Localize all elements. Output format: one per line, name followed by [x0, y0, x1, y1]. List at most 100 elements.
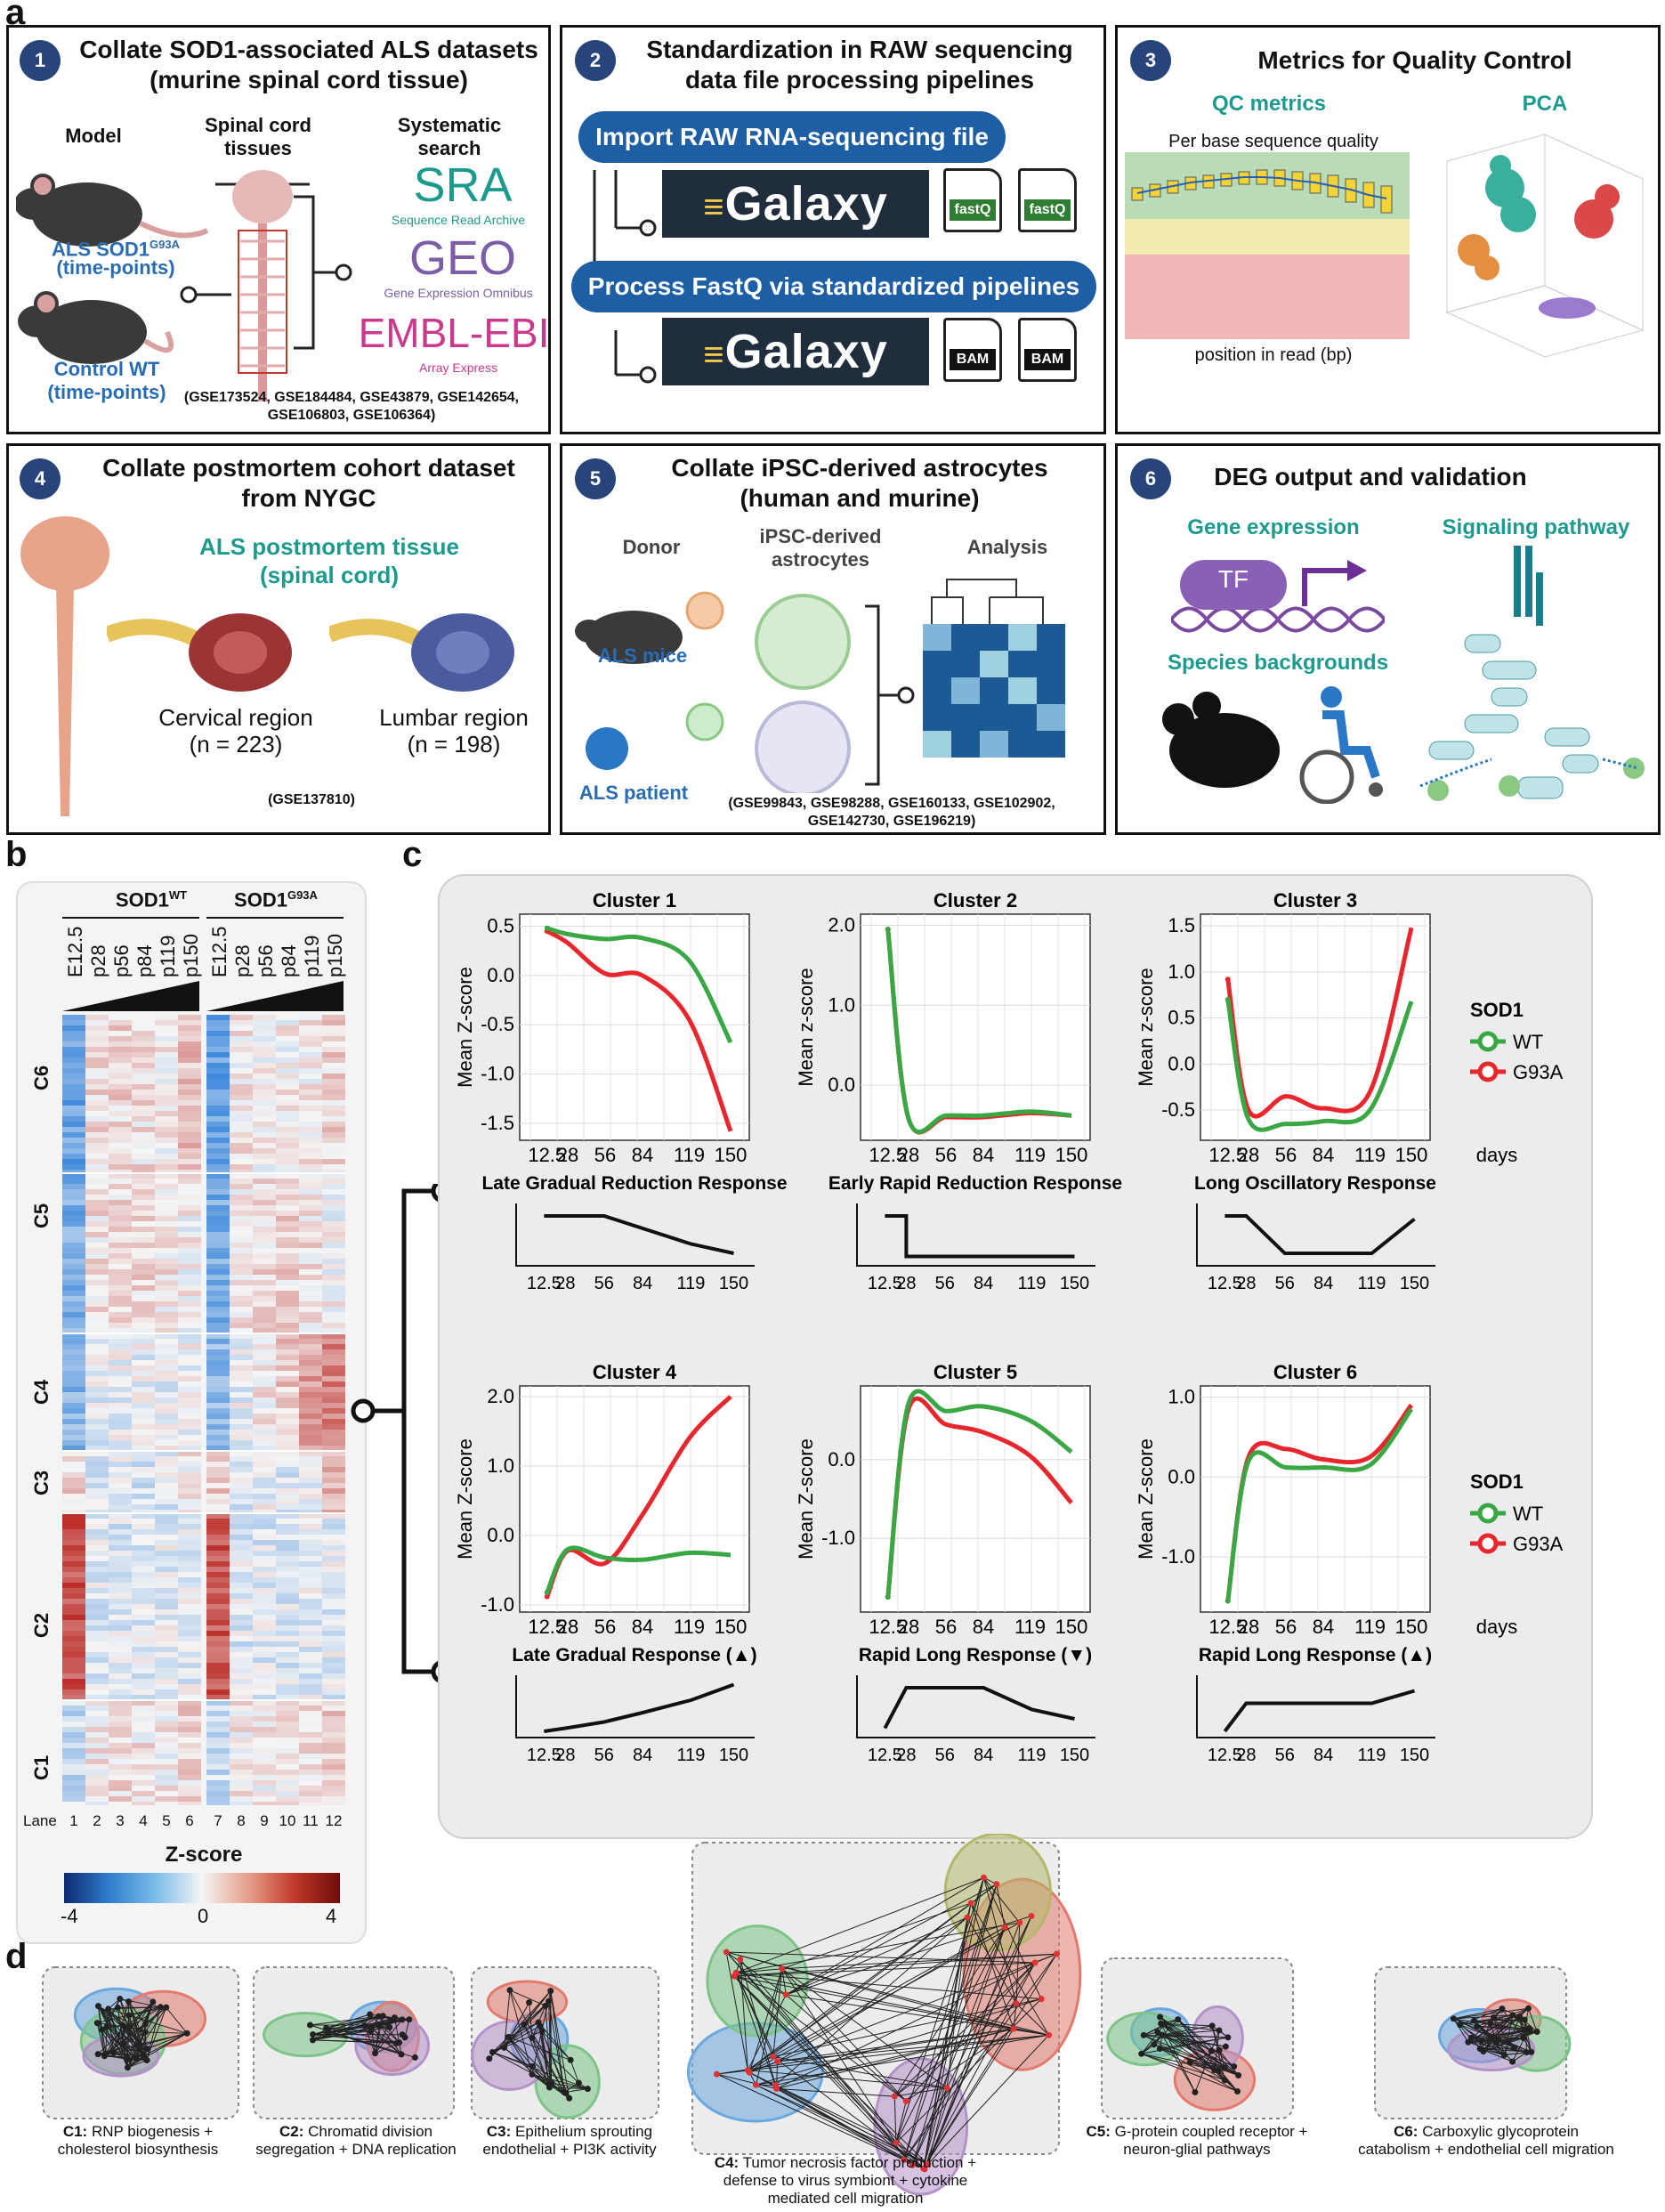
- heatmap-cell: [155, 1392, 178, 1398]
- heatmap-cell: [109, 1365, 132, 1371]
- heatmap-cell: [322, 1138, 345, 1143]
- heatmap-cell: [62, 1173, 85, 1179]
- lane-number: 9: [260, 1812, 269, 1829]
- heatmap-cell: [109, 1296, 132, 1301]
- heatmap-cell: [85, 1122, 109, 1127]
- box-postmortem: 4 Collate postmortem cohort dataset from…: [6, 443, 551, 835]
- heatmap-cell: [155, 1063, 178, 1068]
- network-edge: [1493, 2017, 1505, 2055]
- heatmap-cell: [322, 1483, 345, 1488]
- heatmap-cell: [132, 1344, 155, 1349]
- heatmap-cell: [322, 1333, 345, 1339]
- heatmap-cell: [299, 1211, 322, 1216]
- network-edge: [923, 1962, 1036, 2169]
- heatmap-cell: [253, 1540, 276, 1545]
- heatmap-cell: [155, 1057, 178, 1063]
- heatmap-cell: [299, 1572, 322, 1577]
- heatmap-cell: [206, 1179, 230, 1184]
- heatmap-cell: [132, 1122, 155, 1127]
- heatmap-cell: [253, 1504, 276, 1510]
- heatmap-cell: [253, 1339, 276, 1344]
- heatmap-cell: [62, 1275, 85, 1280]
- heatmap-cell: [276, 1732, 299, 1738]
- heatmap-cell: [109, 1609, 132, 1615]
- network-node: [1499, 2005, 1506, 2013]
- heatmap-cell: [178, 1663, 201, 1668]
- heatmap-cell: [85, 1057, 109, 1063]
- network-caption-id: C3:: [486, 2123, 512, 2140]
- response-axes: [1196, 1203, 1435, 1267]
- heatmap-cell: [299, 1684, 322, 1689]
- heatmap-cell: [230, 1770, 253, 1775]
- heatmap-cell: [206, 1764, 230, 1770]
- heatmap-cell: [299, 1079, 322, 1084]
- heatmap-cell: [206, 1291, 230, 1296]
- heatmap-cell: [206, 1802, 230, 1805]
- x-tick-label: 119: [1354, 1616, 1386, 1638]
- network-edge: [492, 2051, 533, 2067]
- heatmap-cell: [206, 1280, 230, 1285]
- network-node: [367, 2011, 374, 2018]
- heatmap-cell: [206, 1195, 230, 1200]
- heatmap-cell: [62, 1154, 85, 1159]
- heatmap-cell: [155, 1403, 178, 1408]
- heatmap-cell: [132, 1716, 155, 1722]
- heatmap-cell: [132, 1673, 155, 1679]
- network-edge: [1160, 2022, 1213, 2027]
- heatmap-cell: [155, 1387, 178, 1392]
- heatmap-cell: [299, 1349, 322, 1355]
- plot-area: [519, 1385, 750, 1613]
- heatmap-cell: [132, 1440, 155, 1446]
- heatmap-cell: [85, 1173, 109, 1179]
- heatmap-cell: [299, 1408, 322, 1414]
- heatmap-cell: [109, 1494, 132, 1499]
- heatmap-cell: [85, 1668, 109, 1673]
- network-edge: [1453, 2007, 1529, 2020]
- heatmap-cell: [206, 1025, 230, 1031]
- heatmap-header-mut: SOD1G93A: [234, 888, 318, 912]
- heatmap-cell: [299, 1301, 322, 1307]
- heatmap-cell: [276, 1748, 299, 1754]
- heatmap-cell: [206, 1668, 230, 1673]
- heatmap-cell: [253, 1264, 276, 1269]
- network-node: [1516, 2013, 1524, 2021]
- y-tick-label: 1.5: [1168, 914, 1195, 936]
- network-edge: [923, 1917, 968, 2169]
- network-node: [140, 2053, 147, 2060]
- heatmap-cell: [62, 1535, 85, 1540]
- heatmap-cell: [109, 1430, 132, 1435]
- heatmap-cell: [62, 1243, 85, 1248]
- heatmap-cell: [322, 1269, 345, 1275]
- heatmap-cell: [276, 1727, 299, 1732]
- heatmap-cell: [276, 1221, 299, 1227]
- heatmap-cell: [155, 1684, 178, 1689]
- heatmap-cell: [85, 1625, 109, 1631]
- heatmap-cell: [155, 1775, 178, 1780]
- heatmap-cell: [206, 1625, 230, 1631]
- heatmap-cell: [276, 1770, 299, 1775]
- network-edge: [1015, 2003, 1049, 2036]
- network-edge: [716, 2028, 1014, 2075]
- heatmap-cell: [322, 1652, 345, 1657]
- heatmap-cell: [109, 1398, 132, 1403]
- heatmap-cell: [178, 1248, 201, 1253]
- heatmap-cell: [322, 1770, 345, 1775]
- heatmap-cell: [109, 1551, 132, 1556]
- heatmap-cell: [178, 1494, 201, 1499]
- heatmap-cell: [206, 1786, 230, 1791]
- network-edge: [735, 1973, 776, 2086]
- heatmap-cell: [322, 1179, 345, 1184]
- heatmap-cell: [109, 1143, 132, 1148]
- heatmap-cell: [206, 1100, 230, 1106]
- heatmap-cell: [155, 1663, 178, 1668]
- heatmap-cell: [178, 1365, 201, 1371]
- heatmap-cell: [178, 1620, 201, 1625]
- heatmap-cell: [230, 1556, 253, 1561]
- heatmap-cell: [85, 1663, 109, 1668]
- heatmap-cell: [155, 1673, 178, 1679]
- heatmap-cell: [109, 1184, 132, 1189]
- heatmap-cell: [276, 1312, 299, 1317]
- heatmap-cell: [85, 1253, 109, 1259]
- network-cluster: [471, 2020, 549, 2091]
- heatmap-cell: [155, 1227, 178, 1232]
